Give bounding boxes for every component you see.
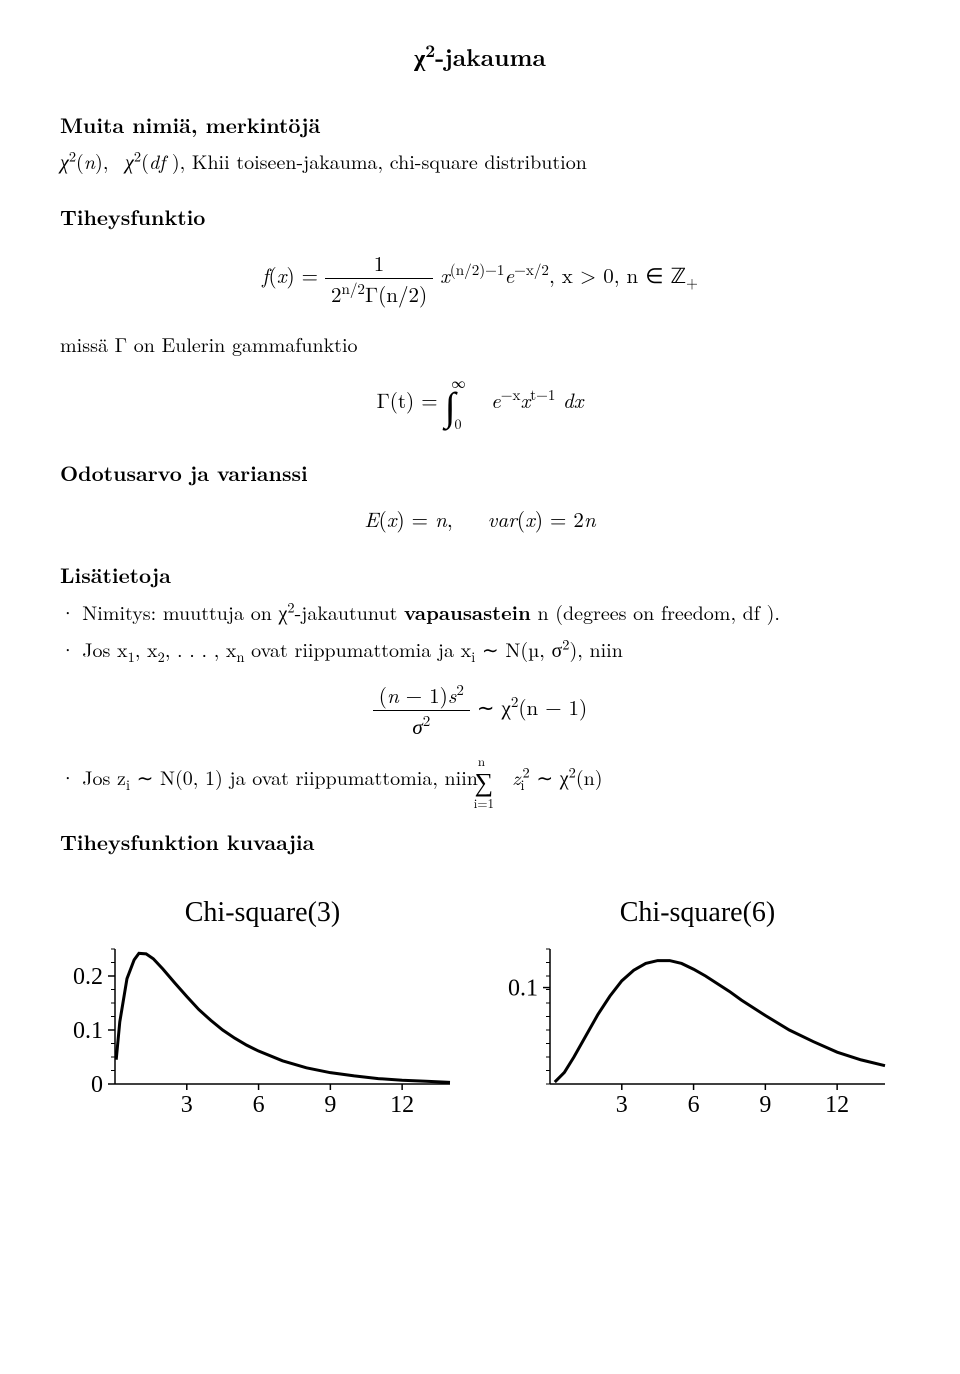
sum-lower: i=1	[486, 793, 494, 813]
chart-chi3: Chi-square(3) 0 0.1 0.2 3 6 9 12	[60, 897, 465, 1119]
svg-text:0.1: 0.1	[73, 1018, 103, 1044]
svg-text:3: 3	[616, 1092, 628, 1118]
sum-symbol: ∑ni=1	[487, 761, 494, 801]
density-num: 1	[325, 248, 433, 279]
charts-row: Chi-square(3) 0 0.1 0.2 3 6 9 12 Chi-square(6)…	[60, 897, 900, 1119]
b3-d: ∼ χ	[530, 762, 569, 791]
density-x: x	[440, 260, 450, 290]
int-upper: ∞	[452, 373, 466, 393]
b2-den: σ2	[373, 711, 470, 741]
gamma-e-sup: −x	[501, 384, 521, 405]
integral-sign: ∫ ∞ 0	[445, 375, 456, 432]
chart2-title: Chi-square(6)	[495, 897, 900, 929]
b2-rhs: ∼ χ	[477, 692, 511, 722]
info-bullet-3: Jos zi ∼ N(0, 1) ja ovat riippumattomia,…	[60, 761, 900, 801]
b2-c: , . . . , x	[165, 634, 237, 663]
density-cond: , x > 0, n ∈ ℤ	[549, 260, 686, 290]
b3-dsup: 2	[569, 762, 576, 782]
gamma-x-sup: t−1	[530, 384, 555, 405]
density-e-sup: −x/2	[514, 259, 549, 280]
svg-text:6: 6	[253, 1092, 265, 1118]
svg-text:0.2: 0.2	[73, 964, 103, 990]
density-e: e	[504, 260, 514, 290]
svg-text:6: 6	[688, 1092, 700, 1118]
b3-c: z	[505, 762, 520, 791]
names-heading: Muita nimiä, merkintöjä	[60, 110, 900, 140]
title-sup: 2	[425, 38, 435, 63]
density-den-gamma: Γ(n/2)	[365, 279, 427, 309]
page-title: χ2-jakauma	[60, 40, 900, 74]
info-bullet-2: Jos x1, x2, . . . , xn ovat riippumattom…	[60, 633, 900, 664]
b1-sup: 2	[287, 597, 294, 617]
b2-s2: 2	[158, 647, 165, 667]
gamma-lhs: Γ(t) =	[377, 385, 445, 415]
density-heading: Tiheysfunktio	[60, 202, 900, 232]
svg-text:12: 12	[825, 1092, 849, 1118]
b2-rhs2: (n − 1)	[518, 692, 587, 722]
density-formula: f(x) = 1 2n/2Γ(n/2) x(n/2)−1e−x/2, x > 0…	[60, 248, 900, 309]
gamma-x: x	[520, 385, 530, 415]
chart1-title: Chi-square(3)	[60, 897, 465, 929]
b2-b: , x	[135, 634, 158, 663]
svg-text:9: 9	[759, 1092, 771, 1118]
gamma-intro: missä Γ on Eulerin gammafunktio	[60, 329, 900, 359]
svg-text:9: 9	[324, 1092, 336, 1118]
info-heading: Lisätietoja	[60, 560, 900, 590]
svg-text:3: 3	[181, 1092, 193, 1118]
b1-bold: vapausastein	[404, 597, 531, 626]
b2-num: (n − 1)s2	[373, 680, 470, 711]
b2-f: ), niin	[569, 634, 622, 663]
b2-den-sigma: σ	[412, 711, 422, 741]
b1-c: n (degrees on freedom, df ).	[531, 597, 780, 626]
b2-a: Jos x	[82, 634, 127, 663]
b1-b: -jakautunut	[295, 597, 404, 626]
int-lower: 0	[455, 414, 462, 434]
chart2-svg: 0.1 3 6 9 12	[495, 939, 895, 1119]
b3-e: (n)	[576, 762, 603, 791]
svg-text:0.1: 0.1	[508, 976, 538, 1002]
b3-csup: 2	[522, 762, 529, 782]
b2-num-sup: 2	[456, 679, 464, 700]
ev-formula: E(x) = n, var(x) = 2n	[60, 504, 900, 534]
density-x-sup: (n/2)−1	[450, 259, 505, 280]
chart1-svg: 0 0.1 0.2 3 6 9 12	[60, 939, 460, 1119]
gamma-e: e	[484, 385, 501, 415]
b2-e: ∼ N(µ, σ	[475, 634, 562, 663]
density-den-sup: n/2	[341, 278, 365, 299]
density-den: 2n/2Γ(n/2)	[325, 279, 433, 309]
gamma-formula: Γ(t) = ∫ ∞ 0 e−xxt−1 dx	[60, 375, 900, 432]
chart-chi6: Chi-square(6) 0.1 3 6 9 12	[495, 897, 900, 1119]
b2-sn: n	[236, 647, 244, 667]
b2-d: ovat riippumattomia ja x	[245, 634, 472, 663]
names-line: χ2(n), χ2(df ), Khii toiseen-jakauma, ch…	[60, 146, 900, 176]
b2-den-sup: 2	[423, 710, 431, 731]
title-suffix: -jakauma	[435, 40, 546, 74]
info-bullet-1: Nimitys: muuttuja on χ2-jakautunut vapau…	[60, 596, 900, 627]
b1-a: Nimitys: muuttuja on χ	[82, 597, 287, 626]
b3-a: Jos z	[82, 762, 126, 791]
graphs-heading: Tiheysfunktion kuvaajia	[60, 827, 900, 857]
svg-text:12: 12	[390, 1092, 414, 1118]
ev-heading: Odotusarvo ja varianssi	[60, 458, 900, 488]
info-b2-formula: (n − 1)s2 σ2 ∼ χ2(n − 1)	[60, 680, 900, 741]
gamma-dx: dx	[555, 385, 583, 415]
b2-s1: 1	[128, 647, 135, 667]
title-chi: χ	[414, 40, 425, 74]
b3-b: ∼ N(0, 1) ja ovat riippumattomia, niin	[130, 762, 485, 791]
svg-text:0: 0	[91, 1072, 103, 1098]
density-cond-sub: +	[686, 272, 698, 293]
